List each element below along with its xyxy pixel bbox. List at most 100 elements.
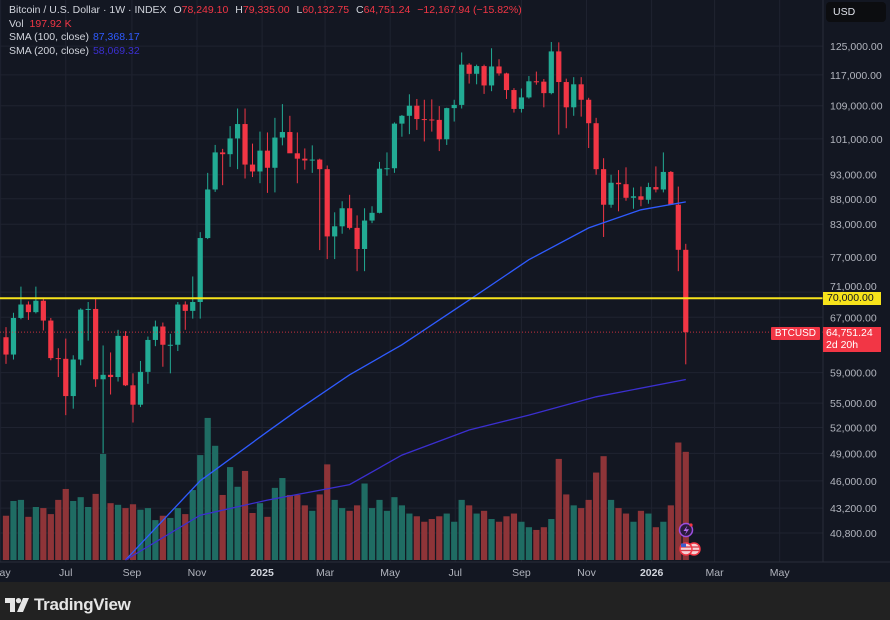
candle-body [25, 304, 32, 313]
volume-bar [107, 503, 114, 560]
volume-bar [167, 517, 174, 560]
candle-body [683, 249, 689, 333]
open-value: 78,249.10 [181, 4, 229, 16]
volume-bar [585, 499, 592, 560]
candle-body [227, 138, 233, 155]
candle-body [339, 208, 345, 227]
lightning-event-icon[interactable] [678, 522, 694, 538]
sma200-value: 58,069.32 [92, 44, 140, 57]
volume-bar [428, 519, 435, 560]
candle-body [474, 66, 480, 74]
candle-body [533, 81, 539, 83]
volume-bar [593, 472, 600, 560]
volume-bar [353, 505, 361, 560]
candle-body [526, 81, 532, 98]
candle-body [571, 84, 577, 108]
volume-bar [62, 488, 69, 560]
sma100-row[interactable]: SMA (100, close) 87,368.17 [9, 31, 522, 45]
sma200-row[interactable]: SMA (200, close) 58,069.32 [9, 45, 522, 59]
volume-bar [458, 499, 465, 560]
candle-body [122, 335, 129, 386]
volume-bar [324, 464, 331, 560]
volume-bar [660, 521, 667, 560]
candle-body [556, 51, 562, 83]
candle-body [78, 309, 84, 360]
volume-bar [548, 519, 555, 560]
event-markers[interactable] [678, 522, 701, 556]
candle-body [503, 73, 510, 91]
high-label: H [235, 4, 243, 16]
volume-bar [137, 509, 144, 560]
candle-body [593, 123, 599, 170]
volume-bar [622, 513, 630, 560]
candle-body [115, 335, 121, 378]
volume-bar [204, 417, 211, 560]
volume-row[interactable]: Vol 197.92 K [9, 18, 522, 32]
candle-body [205, 189, 211, 239]
price-chart[interactable]: 125,000.00 117,000.00 109,000.00 101,000.00… [0, 0, 890, 582]
candle-body [55, 358, 61, 360]
volume-bar [309, 510, 316, 560]
time-tick-label: May [380, 567, 401, 579]
volume-bar [682, 451, 689, 560]
tradingview-logo[interactable]: TradingView [5, 595, 131, 615]
volume-bar [600, 456, 607, 560]
candle-body [376, 168, 383, 213]
tradingview-logo-icon [5, 598, 29, 612]
candle-body [436, 119, 442, 140]
volume-bar [398, 505, 406, 560]
volume-bar [10, 500, 17, 560]
candle-body [615, 182, 622, 185]
candle-body [130, 385, 136, 405]
candle-body [496, 66, 502, 74]
candle-body [466, 64, 472, 74]
candle-body [391, 123, 398, 169]
candle-body [384, 168, 390, 170]
volume-bar [331, 499, 338, 560]
candle-body [152, 326, 158, 340]
candle-body [332, 226, 338, 237]
volume-bar [92, 493, 99, 560]
candle-body [40, 300, 46, 321]
volume-bar [466, 505, 473, 560]
volume-bar [256, 503, 264, 560]
volume-bar [443, 513, 450, 560]
volume-bar [607, 499, 615, 560]
candle-body [18, 304, 24, 318]
volume-bar [436, 516, 443, 560]
horizontal-line-price-tag[interactable]: 70,000.00 [823, 291, 881, 305]
time-axis[interactable]: May Jul Sep Nov 2025 Mar May Jul Sep Nov 2026 Mar Ma… [0, 567, 790, 579]
low-label: L [296, 4, 303, 16]
candle-body [354, 227, 360, 249]
sma100-label: SMA (100, close) [9, 31, 89, 43]
moving-averages [125, 201, 686, 561]
time-tick-label: Nov [188, 567, 207, 579]
volume-bar [70, 500, 77, 560]
candle-body [309, 159, 315, 161]
candle-body [586, 99, 592, 124]
volume-bar [495, 521, 503, 560]
volume-bar [32, 506, 39, 560]
candle-body [675, 204, 681, 250]
currency-button[interactable]: USD [826, 2, 886, 22]
volume-bar [25, 516, 32, 560]
candle-body [623, 184, 629, 198]
candle-body [63, 358, 69, 397]
time-tick-label: Sep [123, 567, 142, 579]
volume-bar [129, 504, 137, 560]
volume-bar [406, 513, 413, 560]
us-flag-event-icon[interactable] [679, 542, 693, 556]
candle-body [137, 371, 144, 405]
volume-bar [212, 445, 219, 560]
price-axis[interactable]: 125,000.00 117,000.00 109,000.00 101,000.00… [830, 41, 883, 540]
candle-body [220, 152, 226, 155]
candle-body [234, 124, 241, 139]
volume-bar [361, 483, 368, 560]
candle-body [160, 326, 166, 345]
candle-body [481, 66, 487, 86]
candle-body [197, 238, 203, 303]
time-tick-label: Sep [512, 567, 531, 579]
candle-body [630, 196, 637, 198]
volume-bars [2, 417, 689, 560]
candle-body [660, 171, 666, 190]
